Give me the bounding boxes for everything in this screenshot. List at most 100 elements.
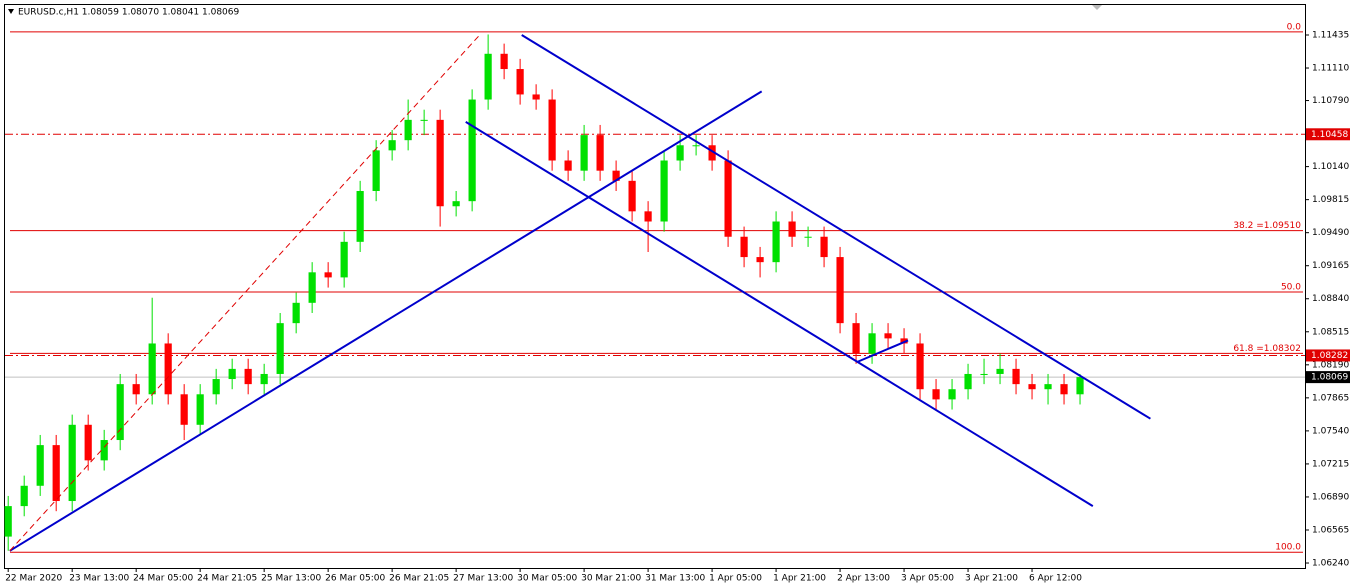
candle-body <box>4 506 12 537</box>
x-tick-label: 24 Mar 21:05 <box>197 574 257 584</box>
candle-body <box>932 389 940 400</box>
x-tick-label: 25 Mar 13:00 <box>261 574 321 584</box>
candle-body <box>292 302 300 324</box>
candle-body <box>1044 384 1052 390</box>
candle-body <box>596 135 604 171</box>
y-tick-label: 1.06890 <box>1312 492 1349 502</box>
x-tick-label: 26 Mar 21:05 <box>389 574 449 584</box>
candle-body <box>676 145 684 161</box>
candle-body <box>916 343 924 390</box>
y-tick-label: 1.08190 <box>1312 360 1349 370</box>
candle-body <box>756 257 764 263</box>
candle-body <box>644 211 652 222</box>
trend-line <box>521 34 1151 420</box>
y-tick-label: 1.09815 <box>1312 195 1349 205</box>
candle-body <box>436 119 444 207</box>
trend-line <box>9 34 481 552</box>
candle-body <box>484 53 492 100</box>
x-tick-label: 24 Mar 05:00 <box>133 574 193 584</box>
trend-line <box>465 121 1094 507</box>
x-tick-label: 3 Apr 05:00 <box>901 574 954 584</box>
price-box <box>1306 128 1350 141</box>
candle-body <box>548 99 556 161</box>
candle-body <box>884 333 892 339</box>
y-tick-label: 1.08840 <box>1312 294 1349 304</box>
candle-body <box>260 373 268 385</box>
candle-body <box>420 119 428 121</box>
price-box <box>1306 349 1350 362</box>
candle-body <box>244 368 252 385</box>
y-tick-label: 1.07215 <box>1312 459 1349 469</box>
candle-body <box>324 272 332 278</box>
x-tick-label: 6 Apr 12:00 <box>1029 574 1082 584</box>
x-tick-label: 2 Apr 13:00 <box>837 574 890 584</box>
candle-body <box>132 384 140 395</box>
candle-body <box>164 343 172 395</box>
candle-body <box>612 170 620 181</box>
y-tick-label: 1.10140 <box>1312 162 1349 172</box>
x-tick-label: 30 Mar 21:00 <box>581 574 641 584</box>
y-tick-label: 1.11110 <box>1312 64 1349 74</box>
y-tick-label: 1.08515 <box>1312 327 1349 337</box>
x-tick-label: 31 Mar 13:00 <box>645 574 705 584</box>
candle-body <box>340 241 348 278</box>
candle-body <box>276 323 284 374</box>
candle-body <box>100 440 108 461</box>
candle-body <box>980 373 988 375</box>
candle-body <box>564 160 572 171</box>
x-tick-label: 1 Apr 21:00 <box>773 574 826 584</box>
candle-body <box>516 69 524 95</box>
candle-body <box>868 333 876 354</box>
candle-body <box>68 424 76 502</box>
chart-title: EURUSD.c,H1 1.08059 1.08070 1.08041 1.08… <box>18 8 240 18</box>
y-tick-label: 1.06565 <box>1312 525 1349 535</box>
candle-body <box>948 389 956 400</box>
candle-body <box>708 145 716 161</box>
candle-body <box>820 236 828 258</box>
x-tick-label: 26 Mar 05:00 <box>325 574 385 584</box>
x-tick-label: 1 Apr 05:00 <box>709 574 762 584</box>
plot-frame <box>4 4 1306 569</box>
candle-body <box>500 53 508 70</box>
y-tick-label: 1.09490 <box>1312 228 1349 238</box>
y-tick-label: 1.06240 <box>1312 559 1349 569</box>
fib-label: 0.0 <box>1287 22 1302 32</box>
candle-body <box>852 323 860 354</box>
candle-body <box>84 424 92 461</box>
menu-arrow[interactable] <box>8 9 14 14</box>
candle-body <box>148 343 156 395</box>
candle-body <box>772 221 780 263</box>
candle-body <box>1076 377 1084 395</box>
x-tick-label: 30 Mar 05:00 <box>517 574 577 584</box>
candle-body <box>628 180 636 212</box>
candle-body <box>580 135 588 171</box>
price-label: 1.08069 <box>1311 373 1348 383</box>
candle-body <box>1028 384 1036 390</box>
fib-label: 38.2 =1.09510 <box>1233 221 1301 231</box>
candle-body <box>692 145 700 147</box>
x-tick-label: 23 Mar 13:00 <box>69 574 129 584</box>
candle-body <box>308 272 316 303</box>
price-label: 1.10458 <box>1311 130 1348 140</box>
candle-body <box>404 119 412 141</box>
candle-body <box>1060 384 1068 395</box>
candle-body <box>212 379 220 395</box>
candle-body <box>468 99 476 202</box>
candle-body <box>180 394 188 425</box>
candle-body <box>20 485 28 507</box>
trend-line <box>9 90 763 552</box>
candle-body <box>36 445 44 486</box>
candle-body <box>532 94 540 100</box>
candle-body <box>660 160 668 222</box>
candle-body <box>964 373 972 390</box>
candle-body <box>388 140 396 151</box>
candle-body <box>452 201 460 207</box>
candle-body <box>900 338 908 344</box>
fib-label: 61.8 =1.08302 <box>1233 344 1301 354</box>
fib-label: 50.0 <box>1281 283 1301 293</box>
price-box <box>1306 371 1350 384</box>
candle-body <box>228 368 236 380</box>
candle-body <box>724 160 732 237</box>
